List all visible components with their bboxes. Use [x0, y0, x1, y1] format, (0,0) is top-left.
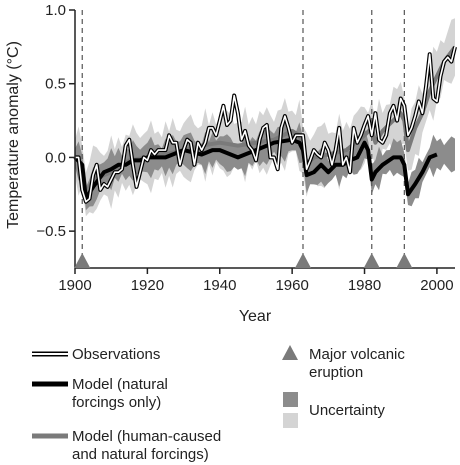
legend-label-combined: Model (human-caused [72, 428, 221, 445]
volcano-marker-0 [74, 253, 91, 268]
legend-label-combined-line2: and natural forcings) [72, 446, 209, 463]
x-tick-label-0: 1900 [58, 277, 91, 294]
legend-label-volcano-line2: eruption [309, 364, 363, 381]
y-tick-label-3: −0.5 [36, 223, 66, 240]
uncertainty-bands [75, 18, 455, 217]
legend-swatch-uncertainty-dark [283, 392, 298, 407]
legend-label-uncertainty: Uncertainty [309, 402, 385, 419]
x-tick-label-3: 1960 [275, 277, 308, 294]
y-axis-title: Temperature anomaly (°C) [5, 41, 22, 229]
legend-swatch-volcano [282, 345, 298, 360]
volcano-marker-2 [363, 253, 380, 268]
series-lines [73, 45, 457, 204]
volcano-marker-1 [295, 253, 311, 268]
y-tick-label-0: 1.0 [45, 2, 66, 19]
legend-label-obs: Observations [72, 346, 160, 363]
x-tick-label-2: 1940 [203, 277, 236, 294]
axes: 1.0 0.5 0.0 −0.5 1900 1920 1940 1960 1980 2000 [36, 2, 455, 294]
x-tick-label-4: 1980 [348, 277, 381, 294]
legend-label-natural: Model (natural [72, 376, 168, 393]
x-tick-label-5: 2000 [420, 277, 453, 294]
x-axis-title: Year [239, 308, 272, 325]
series-line-observations [75, 46, 456, 203]
uncertainty-band-natural [75, 120, 455, 211]
volcano-marker-3 [396, 253, 413, 268]
y-tick-label-2: 0.0 [45, 149, 66, 166]
legend-label-volcano: Major volcanic [309, 346, 405, 363]
x-tick-label-1: 1920 [131, 277, 164, 294]
y-tick-label-1: 0.5 [45, 76, 66, 93]
legend-label-natural-line2: forcings only) [72, 394, 161, 411]
legend-swatch-uncertainty-light [283, 413, 298, 428]
volcanic-eruption-markers [74, 253, 413, 268]
